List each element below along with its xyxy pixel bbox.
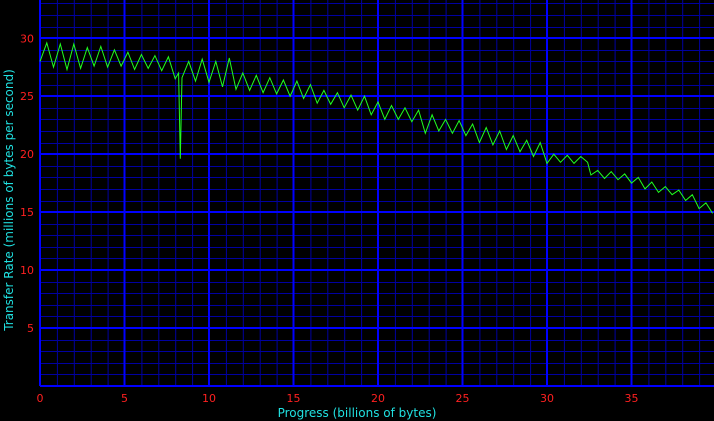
- y-tick-label: 20: [20, 148, 34, 161]
- x-tick-label: 20: [371, 392, 385, 405]
- x-axis-label: Progress (billions of bytes): [278, 406, 437, 420]
- x-tick-label: 25: [456, 392, 470, 405]
- y-tick-label: 25: [20, 90, 34, 103]
- tick-labels: 0 5 10 15 20 25 30 35 5 10 15 20 25 30: [20, 32, 639, 405]
- x-tick-label: 10: [202, 392, 216, 405]
- y-tick-label: 30: [20, 32, 34, 45]
- y-tick-label: 10: [20, 264, 34, 277]
- x-tick-label: 0: [37, 392, 44, 405]
- grid: [39, 0, 714, 387]
- x-tick-label: 15: [287, 392, 301, 405]
- x-tick-label: 35: [625, 392, 639, 405]
- x-tick-label: 5: [121, 392, 128, 405]
- y-tick-label: 5: [27, 322, 34, 335]
- y-tick-label: 15: [20, 206, 34, 219]
- x-tick-label: 30: [540, 392, 554, 405]
- transfer-rate-line: [39, 41, 714, 214]
- y-axis-label: Transfer Rate (millions of bytes per sec…: [2, 69, 16, 332]
